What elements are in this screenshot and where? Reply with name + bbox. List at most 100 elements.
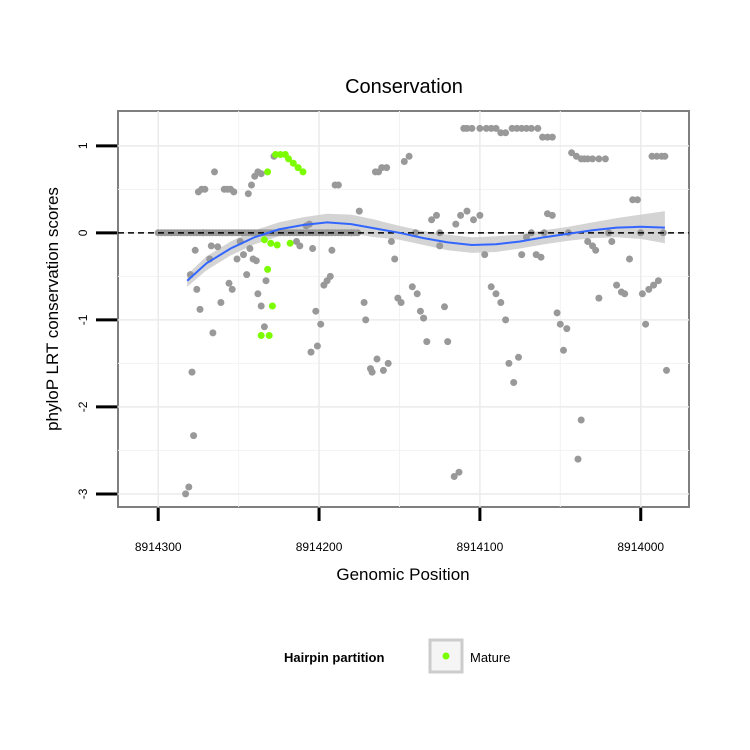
data-point <box>452 220 460 228</box>
data-point <box>228 285 236 293</box>
data-point <box>360 299 368 306</box>
plot-panel <box>117 110 690 508</box>
data-point <box>642 320 650 328</box>
data-point <box>592 246 600 254</box>
data-point <box>233 255 241 263</box>
data-point <box>584 238 592 245</box>
data-point <box>201 185 209 193</box>
x-axis: 8914300 8914200 8914100 8914000 <box>135 508 664 554</box>
x-tick-label: 8914000 <box>617 540 664 554</box>
data-point <box>548 133 556 141</box>
data-point <box>492 290 500 298</box>
smooth-line-group <box>186 221 665 282</box>
y-tick-label: 0 <box>76 229 90 236</box>
x-tick-label: 8914200 <box>296 540 343 554</box>
data-point <box>518 124 526 132</box>
data-point <box>246 245 254 252</box>
legend: Hairpin partition Mature <box>284 638 510 674</box>
y-tick-label: -3 <box>76 488 90 499</box>
x-tick-label: 8914300 <box>135 540 182 554</box>
data-point <box>621 290 629 298</box>
data-point <box>556 320 564 328</box>
smooth-line <box>186 221 665 282</box>
data-point <box>455 468 463 476</box>
data-point-mature <box>264 168 272 176</box>
data-point <box>537 253 545 261</box>
data-point <box>540 229 548 237</box>
data-point <box>568 149 576 157</box>
legend-key-mature-dot <box>442 652 450 660</box>
data-point <box>523 124 530 132</box>
data-point <box>487 283 495 291</box>
points-other <box>154 124 670 498</box>
data-point <box>584 155 592 163</box>
data-point <box>505 359 513 367</box>
data-point <box>379 366 387 374</box>
data-point <box>384 359 392 367</box>
data-point <box>193 285 201 293</box>
data-point <box>563 325 571 333</box>
data-point-mature <box>260 236 268 244</box>
data-point <box>595 294 603 302</box>
x-tick-label: 8914100 <box>457 540 504 554</box>
data-point <box>502 129 510 137</box>
data-point <box>296 242 304 250</box>
data-point-mature <box>264 265 272 273</box>
data-point-mature <box>277 151 284 158</box>
chart-title: Conservation <box>345 76 463 98</box>
data-point <box>645 285 653 293</box>
data-point <box>355 207 363 215</box>
data-point <box>638 290 646 298</box>
data-point <box>574 455 582 463</box>
data-point <box>405 152 413 160</box>
data-point <box>608 238 616 245</box>
data-point <box>217 299 225 306</box>
data-point <box>595 155 603 163</box>
data-point <box>196 305 204 313</box>
data-point <box>527 124 535 132</box>
data-point-mature <box>265 332 273 339</box>
data-point <box>613 281 621 289</box>
data-point <box>654 277 662 285</box>
y-tick-label: 1 <box>76 142 90 149</box>
data-point-mature <box>257 332 265 339</box>
data-point <box>190 432 198 440</box>
data-point-mature <box>272 151 280 158</box>
data-point <box>373 355 381 363</box>
data-point <box>577 416 585 424</box>
data-point <box>468 124 476 132</box>
data-point <box>244 190 252 198</box>
data-point <box>481 251 489 259</box>
data-point <box>387 238 395 245</box>
data-point <box>252 257 260 265</box>
data-point <box>323 229 331 237</box>
data-point-mature <box>294 164 302 172</box>
data-point <box>510 379 518 386</box>
data-point <box>354 229 362 237</box>
data-point <box>254 290 262 298</box>
data-point <box>191 246 199 254</box>
data-point <box>257 170 265 178</box>
data-point <box>209 329 217 337</box>
data-point <box>653 152 661 160</box>
data-point <box>182 490 190 498</box>
data-point <box>518 251 526 259</box>
data-point <box>433 211 440 219</box>
data-point-mature <box>285 155 292 163</box>
data-point <box>497 299 505 306</box>
data-point <box>544 133 551 141</box>
data-point <box>444 338 452 346</box>
data-point <box>534 124 542 132</box>
data-point <box>262 277 270 285</box>
data-point <box>539 133 547 141</box>
data-point <box>312 307 320 315</box>
data-point <box>397 299 405 306</box>
data-point <box>463 207 471 215</box>
data-point <box>661 152 669 160</box>
data-point <box>663 366 670 374</box>
data-point <box>482 124 490 132</box>
data-point <box>436 242 444 250</box>
data-point <box>508 124 516 132</box>
data-point <box>428 216 436 224</box>
